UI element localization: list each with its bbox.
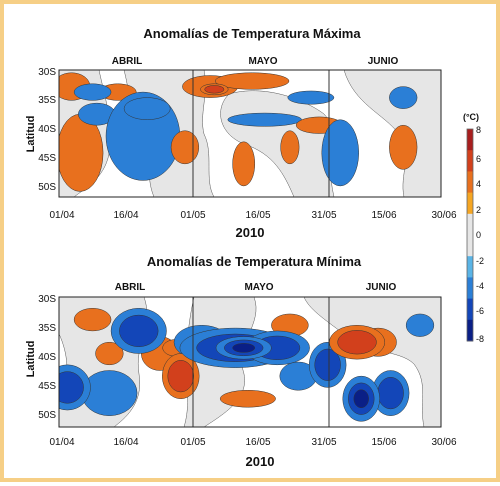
warm-anomaly-contour [204,85,225,94]
anomaly-figure: Anomalías de Temperatura Máxima ABRIL MA… [25,26,484,469]
warm-anomaly-contour [219,390,276,408]
colorbar-segment [467,171,473,194]
cold-anomaly-contour [353,389,369,409]
chart-top-y-axis-label: Latitud [25,116,37,153]
chart-bottom-x-tick: 01/05 [180,437,205,448]
chart-bottom-x-tick: 31/05 [311,437,336,448]
cold-anomaly-contour [232,343,256,353]
colorbar-border [466,128,474,342]
warm-anomaly-contour [167,360,194,393]
colorbar-segment [467,298,473,321]
warm-anomaly-contour [214,72,290,90]
chart-bottom-x-tick: 01/04 [49,437,74,448]
chart-top-title: Anomalías de Temperatura Máxima [143,26,361,41]
chart-bottom-x-tick: 16/05 [245,437,270,448]
chart-bottom-x-tick: 16/04 [113,437,138,448]
chart-top-x-tick: 30/06 [431,210,456,221]
colorbar-tick: 8 [476,125,481,135]
chart-bottom-y-tick: 30S [38,294,56,305]
chart-bottom-y-axis-label: Latitud [25,341,37,378]
colorbar-segment [467,256,473,278]
colorbar-tick: -2 [476,256,484,266]
warm-anomaly-contour [337,330,377,355]
colorbar-tick: 6 [476,154,481,164]
chart-top-x-tick: 15/06 [371,210,396,221]
chart-bottom-x-axis-label: 2010 [246,454,275,469]
chart-top-x-tick: 31/05 [311,210,336,221]
chart-bottom-y-tick: 45S [38,381,56,392]
cold-anomaly-contour [73,83,112,101]
chart-bottom-month-label: ABRIL [115,282,146,293]
warm-anomaly-contour [170,130,200,165]
chart-top-y-tick: 50S [38,182,56,193]
cold-anomaly-contour [287,90,335,105]
chart-bottom-x-tick: 30/06 [431,437,456,448]
cold-anomaly-contour [314,348,341,381]
chart-bottom-y-tick: 35S [38,323,56,334]
colorbar-segment [467,129,473,151]
warm-anomaly-contour [280,130,300,165]
cold-anomaly-contour [227,112,302,127]
chart-bottom-plot-border [58,296,442,428]
chart-top-y-tick: 35S [38,95,56,106]
warm-anomaly-contour [232,141,256,187]
colorbar-segment [467,277,473,300]
colorbar [467,129,473,342]
chart-bottom-anomaly-field [59,297,441,427]
chart-bottom-y-tick: 50S [38,410,56,421]
colorbar-segment [467,319,473,342]
chart-top-x-tick: 01/05 [180,210,205,221]
colorbar-unit-label: (°C) [463,112,479,122]
cold-anomaly-contour [389,86,418,109]
chart-top-x-tick: 16/04 [113,210,138,221]
cold-anomaly-contour [377,377,404,410]
cold-anomaly-contour [405,313,435,337]
chart-top-month-label: ABRIL [112,56,143,67]
chart-bottom-x-tick: 15/06 [371,437,396,448]
chart-bottom-title: Anomalías de Temperatura Mínima [147,254,362,269]
chart-top-month-label: MAYO [248,56,277,67]
chart-bottom-y-tick: 40S [38,352,56,363]
chart-bottom-month-label: JUNIO [366,282,397,293]
colorbar-tick: 4 [476,179,481,189]
chart-bottom-month-label: MAYO [244,282,273,293]
chart-top-y-tick: 45S [38,153,56,164]
chart-top-x-axis-label: 2010 [236,225,265,240]
cold-anomaly-contour [321,119,359,187]
colorbar-segment [467,150,473,172]
chart-top-y-tick: 40S [38,124,56,135]
chart-top-x-tick: 01/04 [49,210,74,221]
colorbar-tick: -8 [476,334,484,344]
chart-top-x-tick: 16/05 [245,210,270,221]
chart-top-plot-border [58,69,442,198]
chart-top-month-label: JUNIO [368,56,399,67]
cold-anomaly-contour [59,371,84,404]
warm-anomaly-contour [73,308,112,332]
colorbar-tick: 0 [476,230,481,240]
colorbar-tick: -6 [476,306,484,316]
colorbar-segment [467,235,473,257]
cold-anomaly-contour [123,97,171,120]
colorbar-tick: -4 [476,281,484,291]
warm-anomaly-contour [59,113,104,192]
warm-anomaly-contour [389,124,418,170]
warm-anomaly-contour [95,341,124,366]
colorbar-segment [467,192,473,215]
colorbar-segment [467,213,473,236]
colorbar-tick: 2 [476,205,481,215]
chart-top-y-tick: 30S [38,67,56,78]
chart-top-anomaly-field [59,70,441,197]
cold-anomaly-contour [119,314,159,347]
